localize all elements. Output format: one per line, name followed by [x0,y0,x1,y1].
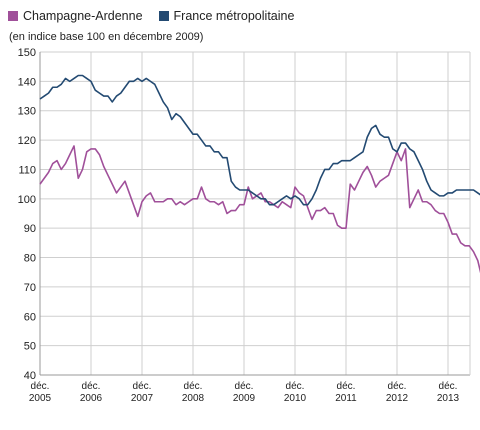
x-tick-label-year-8: 2013 [437,393,460,404]
x-tick-label-month-3: déc. [184,381,203,392]
x-tick-label-month-2: déc. [133,381,152,392]
legend-swatch-france [158,11,169,21]
y-tick-label-70: 70 [24,282,36,294]
y-tick-label-120: 120 [18,135,36,147]
legend-swatch-champagne [8,11,18,21]
legend-label-france: France métropolitaine [173,9,295,23]
legend: Champagne-Ardenne France métropolitaine [8,9,310,23]
x-tick-label-month-0: déc. [31,381,50,392]
series-line-0 [39,145,480,274]
x-tick-label-month-5: déc. [286,381,305,392]
y-tick-label-50: 50 [24,341,36,353]
y-tick-label-60: 60 [24,311,36,323]
y-tick-label-110: 110 [18,164,36,176]
y-tick-label-150: 150 [18,47,36,59]
legend-label-champagne: Champagne-Ardenne [23,9,143,23]
legend-item-france: France métropolitaine [158,9,295,23]
x-tick-label-year-5: 2010 [284,393,307,404]
x-tick-label-month-6: déc. [337,381,356,392]
y-tick-label-100: 100 [18,194,36,206]
x-tick-label-month-8: déc. [439,381,458,392]
y-tick-label-130: 130 [18,106,36,118]
y-tick-label-80: 80 [24,253,36,265]
series-line-1 [39,74,480,206]
x-tick-label-month-7: déc. [388,381,407,392]
legend-item-champagne: Champagne-Ardenne [8,9,143,23]
x-tick-label-year-6: 2011 [335,393,357,404]
x-tick-label-year-4: 2009 [233,393,256,404]
chart-subtitle: (en indice base 100 en décembre 2009) [9,31,204,43]
x-tick-label-year-2: 2007 [131,393,154,404]
x-tick-label-month-1: déc. [82,381,101,392]
x-tick-label-month-4: déc. [235,381,254,392]
x-tick-label-year-0: 2005 [29,393,52,404]
x-tick-label-year-7: 2012 [386,393,409,404]
y-tick-label-140: 140 [18,76,36,88]
x-tick-label-year-1: 2006 [80,393,103,404]
y-tick-label-40: 40 [24,370,36,382]
x-tick-label-year-3: 2008 [182,393,205,404]
y-tick-label-90: 90 [24,223,36,235]
